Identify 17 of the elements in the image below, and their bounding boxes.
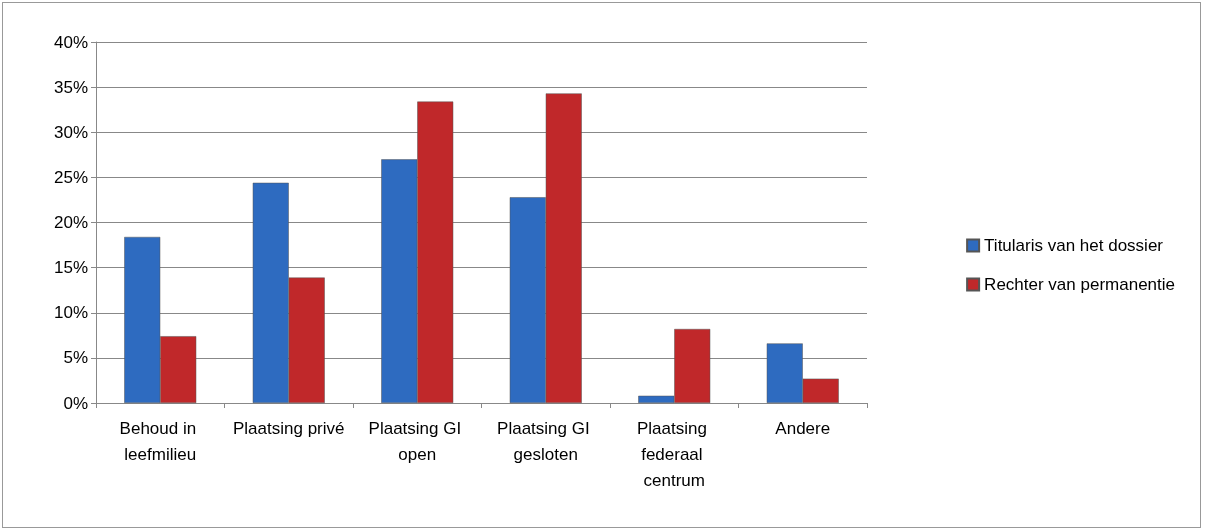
y-tick-label: 30% xyxy=(53,122,88,142)
y-tick-label: 15% xyxy=(53,258,88,278)
x-tick-label: Plaatsing GI open xyxy=(368,418,466,464)
y-tick-label: 0% xyxy=(63,393,88,413)
x-tick-label: Andere xyxy=(775,418,831,438)
x-tick-label: Plaatsing GI gesloten xyxy=(497,418,595,464)
y-tick-label: 40% xyxy=(53,32,88,52)
y-tick-label: 10% xyxy=(53,303,88,323)
x-tick-label: Plaatsing privé xyxy=(232,418,345,438)
legend-label: Rechter van permanentie xyxy=(984,275,1176,294)
y-tick-label: 5% xyxy=(63,348,88,368)
x-tick-label: Plaatsing federaal centrum xyxy=(636,418,712,490)
y-tick-label: 25% xyxy=(53,167,88,187)
y-tick-label: 20% xyxy=(53,213,88,232)
x-tick-label: Behoud in leefmilieu xyxy=(119,418,201,464)
legend-label: Titularis van het dossier xyxy=(984,236,1164,255)
y-tick-label: 35% xyxy=(53,77,88,97)
